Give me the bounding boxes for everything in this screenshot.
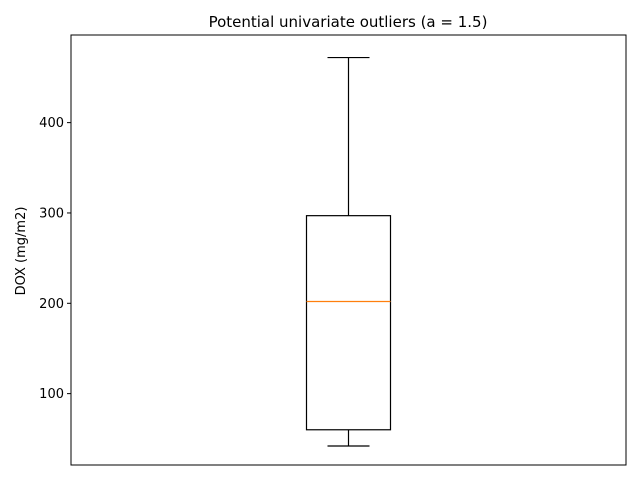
y-axis-ticks: 100 200 300 400 (39, 116, 71, 402)
y-axis-label: DOX (mg/m2) (14, 207, 29, 296)
y-tick-label: 200 (39, 297, 64, 312)
interquartile-box (305, 215, 392, 431)
chart-title: Potential univariate outliers (a = 1.5) (209, 13, 488, 31)
y-tick-label: 400 (39, 116, 64, 131)
y-tick-label: 300 (39, 206, 64, 221)
y-tick-label: 100 (39, 387, 64, 402)
box-plot-layer (305, 56, 392, 447)
plot-area-frame (70, 34, 627, 466)
